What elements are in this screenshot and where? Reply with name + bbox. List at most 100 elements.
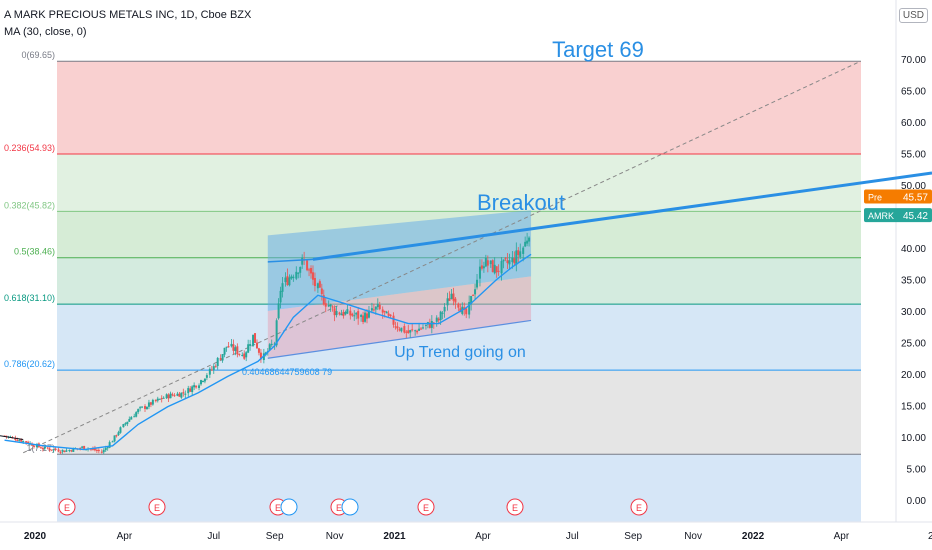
candle-body	[141, 406, 144, 408]
candle-body	[362, 315, 365, 323]
candle-body	[327, 305, 330, 307]
candle-body	[25, 441, 28, 443]
candle-body	[158, 398, 161, 400]
candle-body	[221, 354, 224, 361]
currency-badge[interactable]: USD	[898, 8, 928, 23]
candle-body	[111, 441, 114, 443]
candle-body	[286, 276, 289, 285]
earnings-marker	[506, 498, 524, 516]
candle-body	[279, 290, 282, 303]
annotation-target: Target 69	[552, 37, 644, 62]
ma-indicator-legend[interactable]: MA (30, close, 0)	[4, 26, 87, 38]
earnings-marker-label: E	[336, 503, 342, 513]
candle-body	[171, 394, 174, 396]
candle-body	[27, 441, 30, 444]
candle-body	[91, 448, 94, 450]
price-tick-label: 55.00	[901, 150, 926, 161]
candle-body	[57, 449, 60, 452]
candle-body	[428, 322, 431, 328]
candle-body	[35, 443, 38, 448]
candle-body	[297, 272, 300, 274]
candle-body	[414, 330, 417, 332]
candle-body	[482, 266, 485, 269]
price-tick-label: 70.00	[901, 55, 926, 66]
candle-body	[513, 258, 516, 264]
candle-body	[198, 385, 201, 389]
candle-body	[381, 309, 384, 313]
fib-level-label: 0.236(54.93)	[4, 143, 55, 153]
candle-body	[193, 385, 196, 388]
candle-body	[102, 450, 105, 453]
candle-body	[95, 449, 98, 451]
candle-body	[344, 311, 347, 315]
candle-body	[318, 281, 321, 288]
trend-channel-bottom-line	[267, 319, 532, 359]
trend-channel-upper	[267, 210, 532, 311]
dividend-marker	[341, 498, 359, 516]
candle-body	[139, 407, 142, 409]
candle-body	[243, 353, 246, 359]
candle-body	[273, 343, 276, 345]
candle-body	[329, 304, 332, 307]
candle-body	[147, 402, 150, 407]
candle-body	[468, 301, 471, 315]
candle-body	[310, 268, 313, 274]
candle-body	[435, 317, 438, 322]
candle-body	[405, 331, 408, 333]
candle-body	[299, 266, 302, 273]
fib-band-0236-0382	[57, 153, 861, 212]
candle-body	[238, 353, 241, 355]
candle-body	[370, 308, 373, 311]
candle-body	[367, 310, 370, 318]
candle-body	[14, 438, 17, 440]
candle-body	[63, 450, 66, 453]
candle-body	[255, 342, 258, 349]
candle-body	[519, 251, 522, 257]
candle-body	[489, 260, 492, 265]
candle-body	[252, 334, 255, 346]
candle-body	[100, 451, 103, 453]
candle-body	[225, 346, 228, 348]
earnings-marker	[58, 498, 76, 516]
candle-body	[457, 303, 460, 308]
pre-market-badge-bg	[864, 189, 932, 204]
candle-body	[322, 295, 325, 305]
candle-body	[70, 450, 73, 452]
candle-body	[448, 298, 451, 301]
candle-body	[236, 346, 239, 355]
candle-body	[301, 257, 304, 265]
price-tick-label: 30.00	[901, 307, 926, 318]
candle-body	[418, 328, 421, 331]
candle-body	[346, 309, 349, 314]
candle-body	[227, 346, 230, 348]
candle-body	[355, 312, 358, 315]
time-tick-label: 2021	[383, 531, 406, 542]
candle-body	[511, 257, 514, 263]
fib-band-below-1	[57, 454, 861, 522]
candle-body	[335, 311, 338, 316]
price-tick-label: 25.00	[901, 339, 926, 350]
candle-body	[316, 283, 319, 289]
candle-body	[104, 448, 107, 451]
candle-body	[497, 270, 500, 272]
candle-body	[288, 277, 291, 286]
candle-body	[268, 344, 271, 350]
candle-body	[43, 446, 46, 449]
candle-body	[378, 304, 381, 310]
candle-body	[41, 447, 44, 450]
candle-body	[374, 306, 377, 310]
candle-body	[203, 378, 206, 382]
candle-body	[201, 380, 204, 382]
candle-body	[366, 313, 369, 319]
time-tick-label: Apr	[834, 531, 850, 542]
candle-body	[154, 399, 157, 402]
candle-body	[437, 318, 440, 321]
candle-body	[372, 309, 375, 311]
fib-level-label: 0.5(38.46)	[14, 247, 55, 257]
candle-body	[353, 315, 356, 317]
fib-level-label: 0.382(45.82)	[4, 200, 55, 210]
candle-body	[270, 343, 273, 345]
candle-body	[205, 375, 208, 378]
candle-body	[450, 293, 453, 299]
